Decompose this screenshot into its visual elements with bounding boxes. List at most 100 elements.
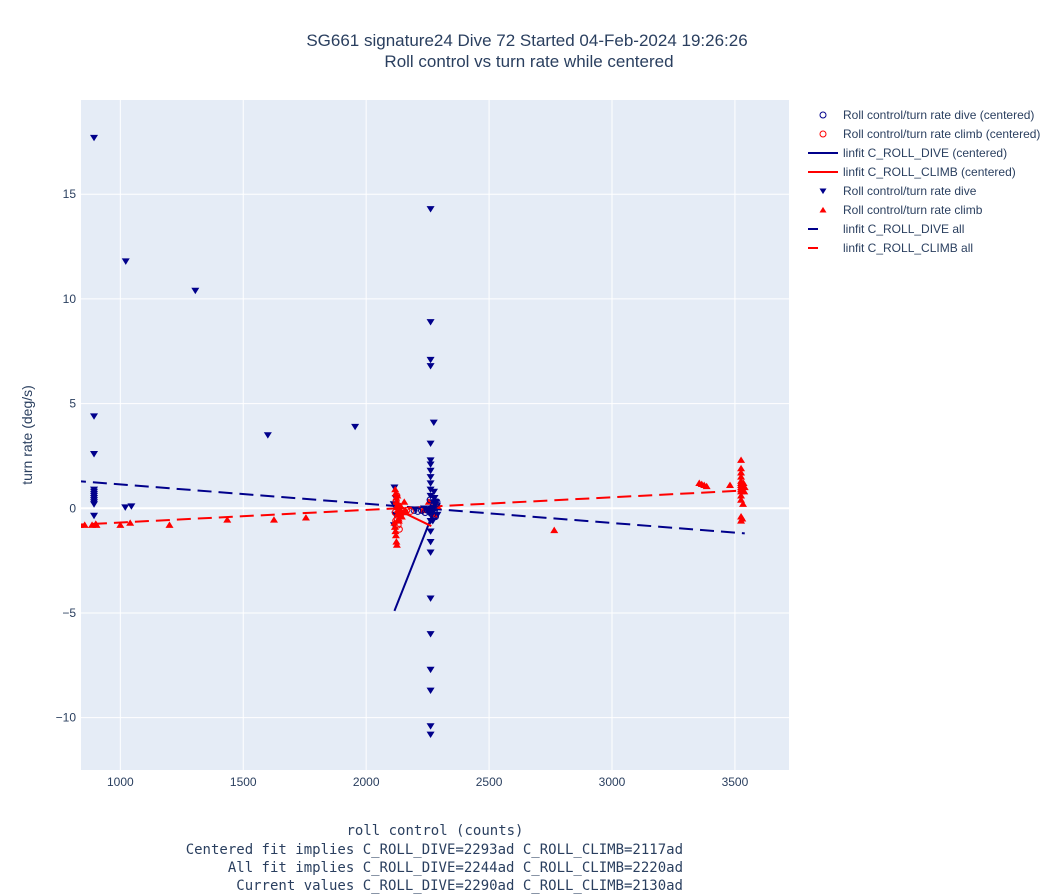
legend-item: linfit C_ROLL_CLIMB all bbox=[808, 241, 973, 255]
x-gridlines bbox=[119, 100, 736, 770]
legend-item: Roll control/turn rate climb bbox=[819, 203, 983, 217]
data-point bbox=[263, 432, 272, 439]
data-point bbox=[426, 319, 435, 326]
data-point bbox=[737, 469, 746, 476]
data-point bbox=[426, 496, 434, 504]
legend-item: linfit C_ROLL_CLIMB (centered) bbox=[808, 165, 1016, 179]
legend-label: Roll control/turn rate dive (centered) bbox=[843, 108, 1034, 122]
data-point bbox=[392, 517, 400, 525]
legend-label: Roll control/turn rate climb bbox=[843, 203, 983, 217]
legend-swatch-marker bbox=[819, 188, 827, 195]
data-point bbox=[426, 480, 435, 487]
fit-note-all: All fit implies C_ROLL_DIVE=2244ad C_ROL… bbox=[228, 860, 683, 876]
y-tick-label: 5 bbox=[69, 397, 76, 411]
data-point bbox=[426, 461, 435, 468]
legend-label: Roll control/turn rate dive bbox=[843, 184, 977, 198]
data-point bbox=[392, 538, 401, 545]
data-point bbox=[90, 512, 99, 520]
chart-subtitle: Roll control vs turn rate while centered bbox=[384, 52, 673, 71]
x-tick-labels: 1000 1500 2000 2500 3000 3500 bbox=[107, 775, 749, 789]
y-tick-label: 10 bbox=[63, 292, 77, 306]
series-line bbox=[393, 498, 440, 612]
data-point bbox=[424, 506, 432, 514]
data-point bbox=[426, 492, 435, 500]
data-point bbox=[90, 413, 99, 420]
data-point bbox=[430, 488, 439, 496]
data-point bbox=[737, 464, 746, 472]
series-2 bbox=[393, 498, 440, 612]
x-tick-label: 1500 bbox=[230, 775, 257, 789]
legend-label: linfit C_ROLL_CLIMB all bbox=[843, 241, 973, 255]
data-point bbox=[116, 521, 125, 528]
data-point bbox=[400, 498, 409, 505]
data-point bbox=[90, 134, 99, 142]
data-point bbox=[426, 363, 435, 370]
data-point bbox=[391, 485, 400, 493]
legend-item: Roll control/turn rate dive (centered) bbox=[819, 108, 1034, 122]
data-point bbox=[269, 516, 278, 523]
data-point bbox=[426, 731, 435, 739]
data-point bbox=[72, 520, 80, 526]
data-point bbox=[426, 356, 435, 364]
fit-note-current: Current values C_ROLL_DIVE=2290ad C_ROLL… bbox=[236, 878, 683, 894]
data-point bbox=[55, 521, 63, 527]
legend-swatch-marker bbox=[819, 130, 827, 138]
data-point bbox=[47, 520, 55, 526]
legend-swatch-marker bbox=[819, 111, 827, 119]
data-point bbox=[740, 487, 749, 495]
legend-item: Roll control/turn rate dive bbox=[819, 184, 977, 198]
legend-item: Roll control/turn rate climb (centered) bbox=[819, 127, 1040, 141]
data-point bbox=[702, 482, 711, 490]
data-point bbox=[737, 473, 746, 480]
data-point bbox=[414, 507, 422, 515]
data-point bbox=[301, 514, 310, 521]
x-tick-label: 3000 bbox=[599, 775, 626, 789]
data-point bbox=[410, 506, 418, 514]
data-point bbox=[391, 531, 400, 539]
data-point bbox=[59, 520, 67, 526]
y-tick-label: −5 bbox=[62, 606, 76, 620]
x-tick-label: 2500 bbox=[476, 775, 503, 789]
series-line bbox=[394, 507, 432, 527]
series-layer bbox=[47, 134, 749, 739]
data-point bbox=[426, 723, 435, 730]
data-point bbox=[550, 526, 559, 534]
data-point bbox=[426, 666, 435, 674]
data-point bbox=[429, 419, 438, 427]
series-5 bbox=[47, 456, 749, 548]
x-tick-label: 1000 bbox=[107, 775, 134, 789]
data-point bbox=[90, 451, 99, 458]
data-point bbox=[127, 503, 136, 510]
chart-title: SG661 signature24 Dive 72 Started 04-Feb… bbox=[306, 31, 747, 50]
data-point bbox=[726, 481, 734, 489]
data-point bbox=[426, 457, 435, 464]
data-point bbox=[47, 521, 55, 527]
data-point bbox=[51, 519, 59, 525]
data-point bbox=[92, 521, 101, 528]
y-tick-label: −10 bbox=[56, 711, 77, 725]
y-tick-label: 0 bbox=[69, 501, 76, 515]
data-point bbox=[121, 504, 130, 511]
data-point bbox=[426, 595, 435, 602]
data-point bbox=[47, 511, 55, 517]
data-point bbox=[391, 527, 400, 535]
data-point bbox=[426, 467, 435, 475]
y-axis-label: turn rate (deg/s) bbox=[19, 385, 35, 485]
data-point bbox=[739, 500, 748, 507]
data-point bbox=[47, 518, 55, 524]
data-point bbox=[426, 486, 435, 494]
legend-label: linfit C_ROLL_DIVE (centered) bbox=[843, 146, 1007, 160]
data-point bbox=[191, 287, 200, 295]
data-point bbox=[737, 492, 746, 499]
data-point bbox=[351, 423, 360, 431]
data-point bbox=[430, 495, 439, 502]
legend: Roll control/turn rate dive (centered) Ro… bbox=[808, 108, 1040, 255]
y-tick-labels: −10 −5 0 5 10 15 bbox=[56, 187, 77, 724]
x-tick-label: 3500 bbox=[722, 775, 749, 789]
data-point bbox=[47, 524, 55, 530]
data-point bbox=[121, 258, 130, 265]
legend-label: Roll control/turn rate climb (centered) bbox=[843, 127, 1040, 141]
series-3 bbox=[394, 507, 432, 527]
data-point bbox=[395, 502, 403, 510]
